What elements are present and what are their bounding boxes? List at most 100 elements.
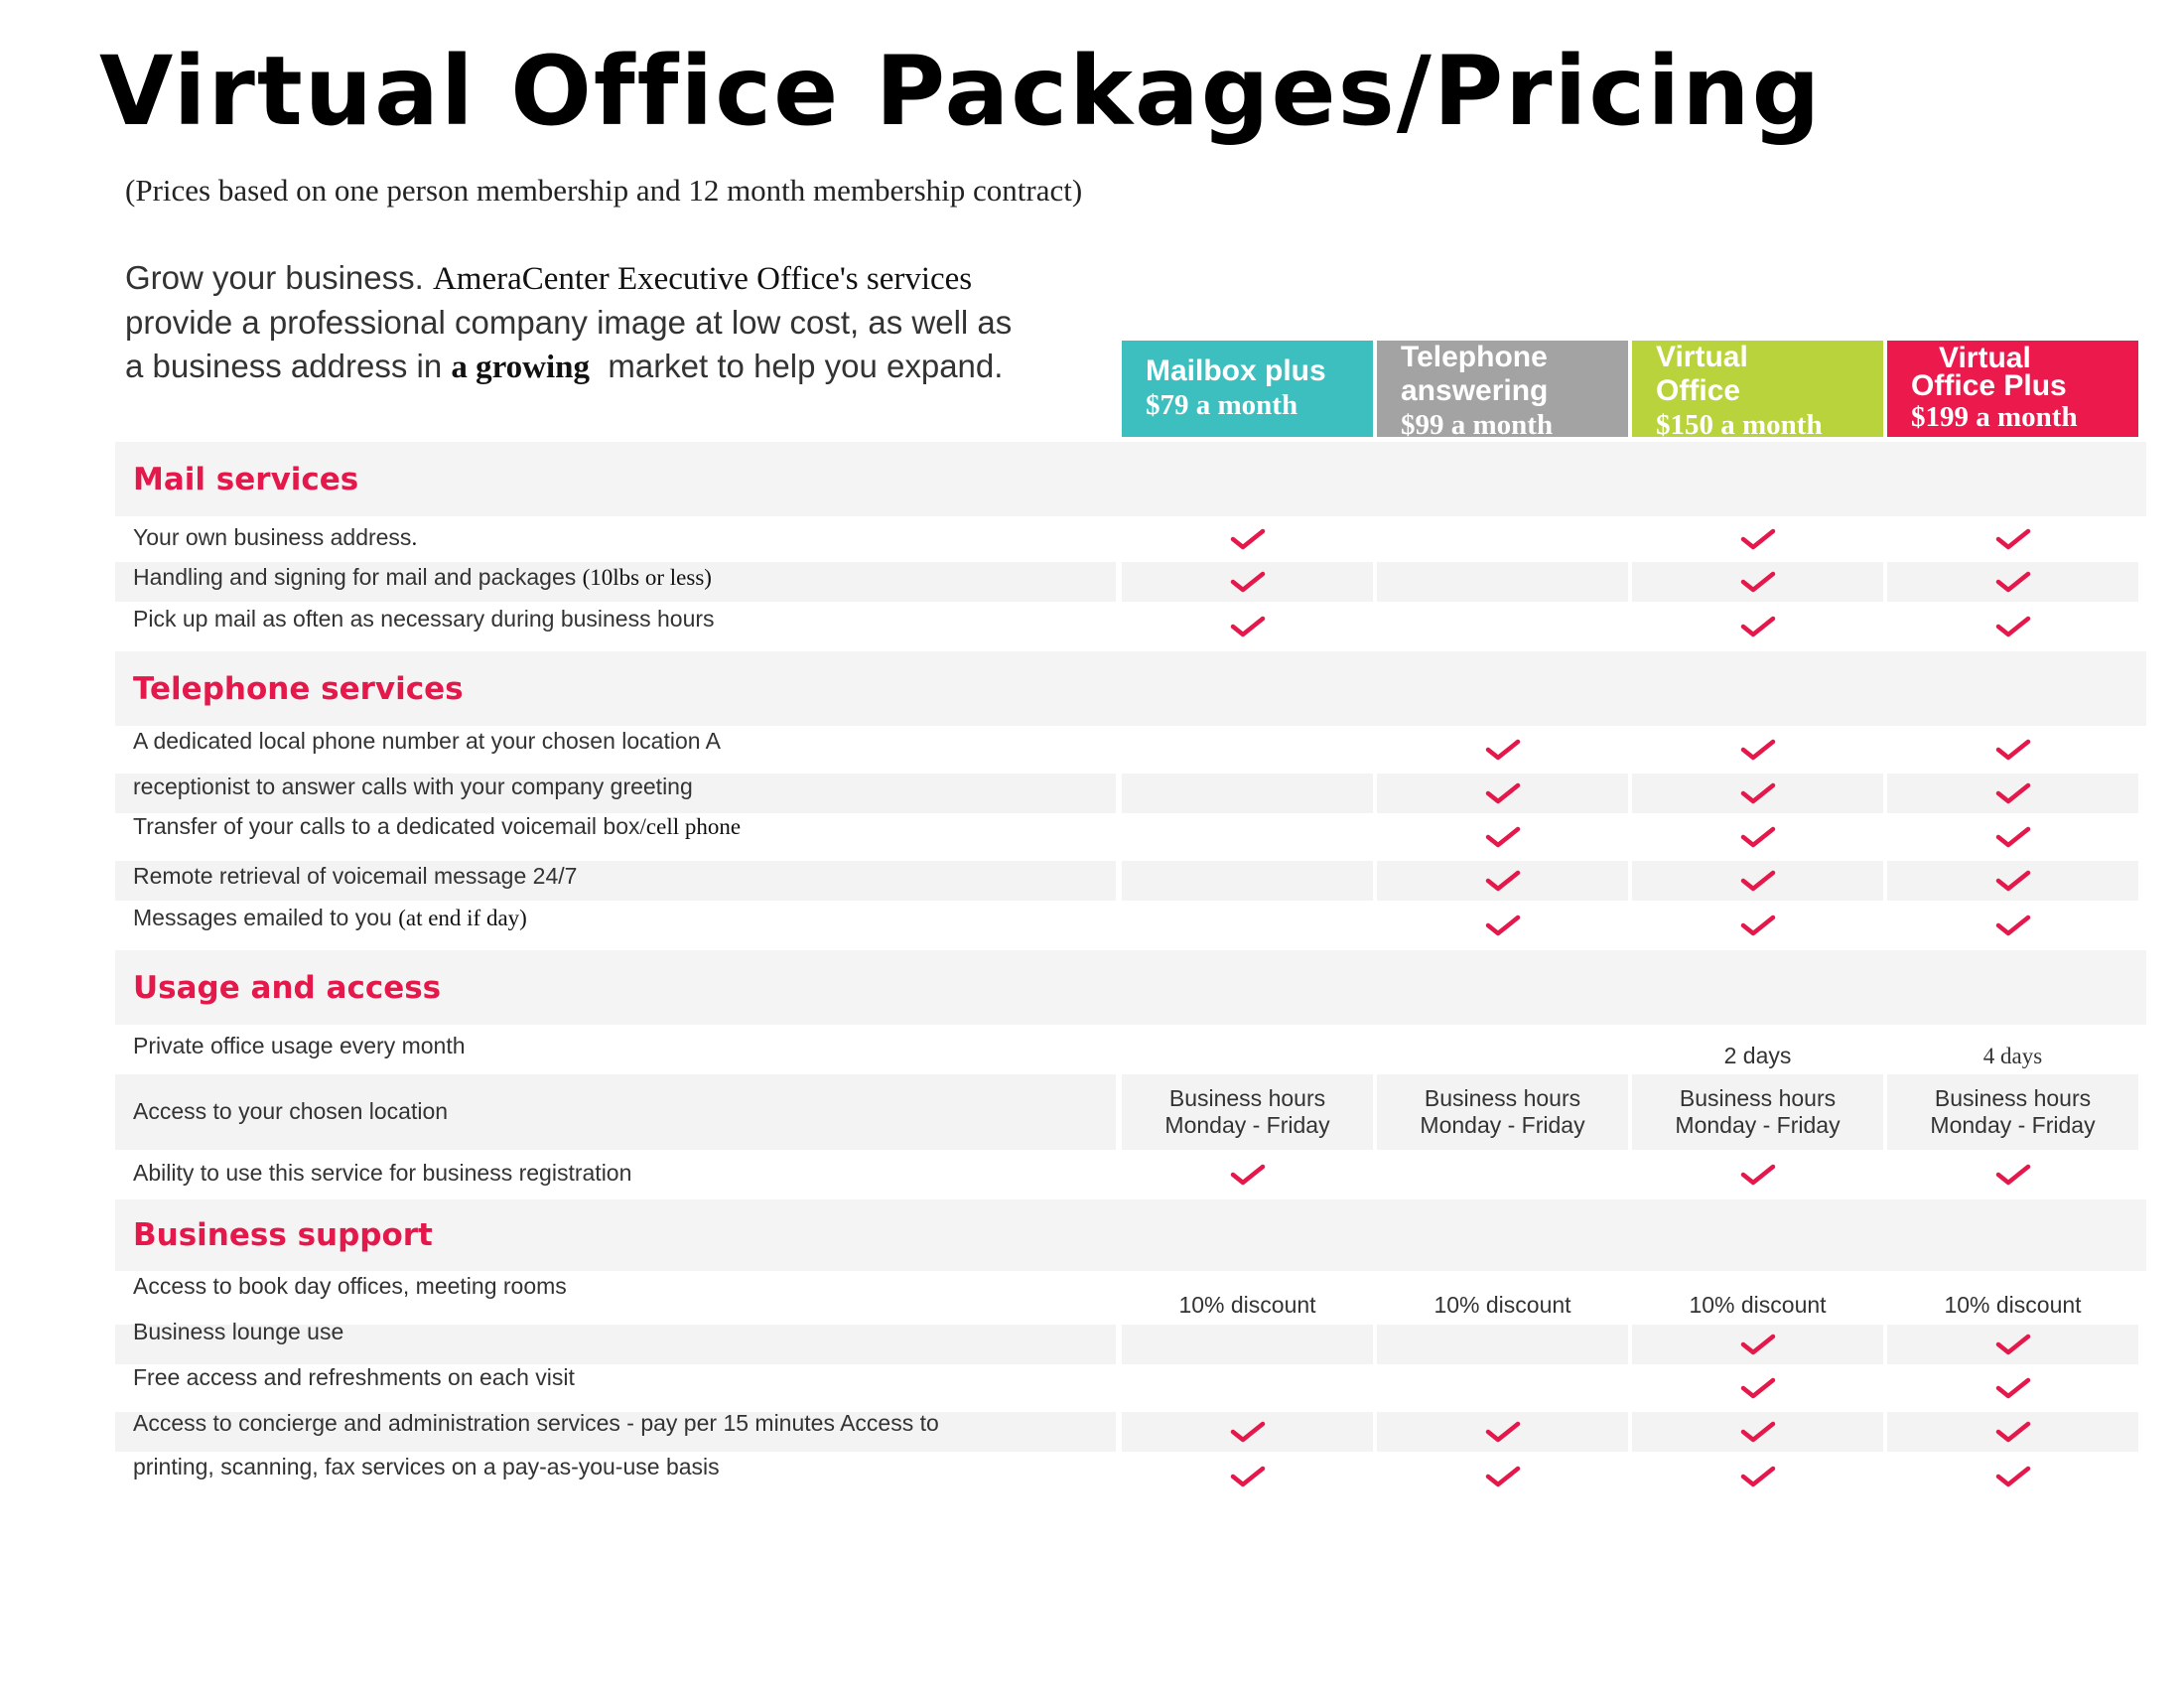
package-header-telephone-answering: Telephone answering $99 a month [1377, 341, 1628, 437]
section-band [115, 1199, 2146, 1271]
cell-value [1122, 1037, 1373, 1074]
checkmark-stroke [1995, 870, 2030, 892]
cell-value: 10% discount [1944, 1291, 2082, 1318]
cell-band-telephone-answering [1377, 861, 1628, 901]
check-cell-mailbox-plus [1122, 1452, 1373, 1501]
package-name-line2: Office [1656, 374, 1741, 407]
check-cell-virtual-office [1632, 1364, 1883, 1412]
checkmark-stroke [1740, 1466, 1775, 1487]
check-cell-virtual-office [1632, 602, 1883, 651]
intro-line3a: a business address in [125, 348, 452, 384]
table-row: Private office usage every month 2 days … [115, 1025, 2146, 1074]
check-cell-telephone-answering [1377, 1412, 1628, 1452]
checkmark-stroke [1995, 1164, 2030, 1186]
cell-band-mailbox-plus [1122, 1325, 1373, 1364]
check-cell-virtual-office-plus [1887, 602, 2138, 651]
table-row: Messages emailed to you (at end if day) [115, 901, 2146, 950]
section-band [115, 950, 2146, 1025]
intro-paragraph: Grow your business. AmeraCenter Executiv… [125, 256, 1058, 389]
checkmark-stroke [1230, 571, 1265, 593]
checkmark-icon [1230, 1164, 1265, 1186]
row-label: Your own business address. [133, 524, 417, 551]
row-label-serif: . [411, 525, 418, 550]
checkmark-stroke [1995, 1377, 2030, 1399]
check-cell-virtual-office-plus [1887, 1150, 2138, 1199]
checkmark-stroke [1995, 528, 2030, 550]
checkmark-icon [1740, 1421, 1775, 1443]
checkmark-stroke [1995, 1421, 2030, 1443]
cell-line: Business hours [1168, 1085, 1326, 1111]
checkmark-icon [1740, 1164, 1775, 1186]
package-name: Telephone [1401, 341, 1548, 373]
table-row: receptionist to answer calls with your c… [115, 774, 2146, 813]
check-cell-mailbox-plus [1122, 1412, 1373, 1452]
package-price: $150 a month [1656, 409, 1823, 437]
row-label-text: printing, scanning, fax services on a pa… [133, 1454, 720, 1479]
checkmark-icon [1230, 616, 1265, 637]
checkmark-icon [1995, 870, 2030, 892]
cell-value: Business hours Monday - Friday [1122, 1074, 1373, 1150]
check-cell-virtual-office [1632, 516, 1883, 562]
row-band [115, 1074, 1116, 1150]
row-label-text: A dedicated local phone number at your c… [133, 728, 722, 754]
check-cell-virtual-office [1632, 901, 1883, 950]
checkmark-icon [1995, 528, 2030, 550]
check-cell-mailbox-plus [1122, 516, 1373, 562]
cell-band-telephone-answering [1377, 1325, 1628, 1364]
intro-line3b: a growing [451, 350, 591, 385]
checkmark-icon [1485, 870, 1520, 892]
check-cell-virtual-office [1632, 1150, 1883, 1199]
check-cell-virtual-office-plus [1887, 1452, 2138, 1501]
intro-company: AmeraCenter Executive Office's services [432, 261, 973, 297]
check-cell-mailbox-plus [1122, 1150, 1373, 1199]
pricing-table: Mail services Your own business address.… [115, 442, 2146, 1501]
page-title: Virtual Office Packages/Pricing [99, 36, 1823, 147]
row-label: Ability to use this service for business… [133, 1160, 631, 1187]
checkmark-stroke [1740, 1377, 1775, 1399]
row-label: Pick up mail as often as necessary durin… [133, 606, 715, 633]
intro-lead: Grow your business. [125, 259, 433, 296]
cell-band-virtual-office-plus [1887, 861, 2138, 901]
check-cell-virtual-office-plus [1887, 1364, 2138, 1412]
check-cell-telephone-answering [1377, 726, 1628, 774]
check-cell-virtual-office-plus [1887, 901, 2138, 950]
checkmark-icon [1995, 616, 2030, 637]
checkmark-stroke [1230, 528, 1265, 550]
checkmark-icon [1740, 826, 1775, 848]
row-label-text: Handling and signing for mail and packag… [133, 564, 583, 590]
cell-band-telephone-answering [1377, 774, 1628, 813]
checkmark-stroke [1995, 739, 2030, 761]
checkmark-icon [1485, 826, 1520, 848]
cell-value: 4 days [1982, 1043, 2043, 1068]
check-cell-virtual-office [1632, 1412, 1883, 1452]
row-label-text: Remote retrieval of voicemail message 24… [133, 863, 578, 889]
checkmark-icon [1485, 739, 1520, 761]
cell-line: Monday - Friday [1930, 1112, 2096, 1138]
row-label: Access to concierge and administration s… [133, 1410, 939, 1437]
check-cell-virtual-office-plus [1887, 1412, 2138, 1452]
checkmark-icon [1740, 1334, 1775, 1355]
checkmark-stroke [1995, 616, 2030, 637]
checkmark-icon [1230, 528, 1265, 550]
section-title: Business support [133, 1217, 433, 1253]
check-cell-virtual-office-plus [1887, 562, 2138, 602]
checkmark-icon [1485, 914, 1520, 936]
checkmark-stroke [1230, 1164, 1265, 1186]
checkmark-stroke [1740, 782, 1775, 804]
check-cell-virtual-office-plus [1887, 774, 2138, 813]
check-cell-virtual-office-plus [1887, 1325, 2138, 1364]
cell-value: Business hours Monday - Friday [1632, 1074, 1883, 1150]
checkmark-icon [1485, 1421, 1520, 1443]
check-cell-virtual-office [1632, 562, 1883, 602]
checkmark-stroke [1995, 1334, 2030, 1355]
cell-value: Business hours Monday - Friday [1887, 1074, 2138, 1150]
table-row: printing, scanning, fax services on a pa… [115, 1452, 2146, 1501]
row-label: Handling and signing for mail and packag… [133, 564, 712, 591]
package-name: Virtual [1939, 342, 2031, 374]
checkmark-icon [1995, 1421, 2030, 1443]
check-cell-virtual-office [1632, 813, 1883, 861]
cell-value [1377, 1037, 1628, 1074]
cell-line: Monday - Friday [1675, 1112, 1841, 1138]
checkmark-icon [1230, 1421, 1265, 1443]
checkmark-stroke [1485, 782, 1520, 804]
